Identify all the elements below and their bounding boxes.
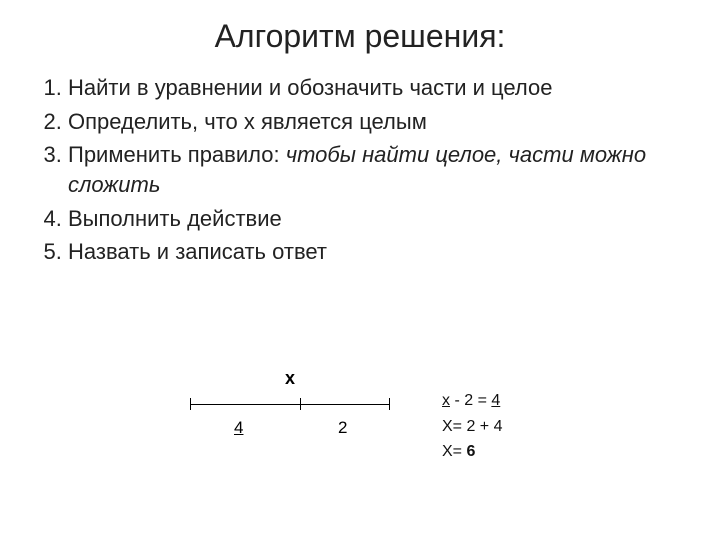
page-title: Алгоритм решения: (30, 18, 690, 55)
diagram-whole-label: х (190, 368, 390, 389)
eq1-mid: - 2 = (450, 392, 491, 409)
algorithm-list: Найти в уравнении и обозначить части и ц… (30, 73, 690, 267)
segment-tick-mid (300, 398, 301, 410)
diagram-part1-label: 4 (234, 418, 243, 438)
eq1-rhs: 4 (491, 392, 500, 409)
list-item: Найти в уравнении и обозначить части и ц… (68, 73, 690, 103)
eq3-result: 6 (466, 443, 475, 460)
equation-row-2: Х= 2 + 4 (442, 414, 503, 440)
segment-line (190, 398, 390, 399)
equations-block: х - 2 = 4 Х= 2 + 4 Х= 6 (442, 388, 503, 465)
eq3-prefix: Х= (442, 443, 466, 460)
list-item: Выполнить действие (68, 204, 690, 234)
diagram-part2-label: 2 (338, 418, 347, 438)
slide: Алгоритм решения: Найти в уравнении и об… (0, 0, 720, 540)
segment-tick-left (190, 398, 191, 410)
equation-row-3: Х= 6 (442, 439, 503, 465)
list-item: Определить, что х является целым (68, 107, 690, 137)
segment-hline (190, 404, 390, 405)
list-item-prefix: Применить правило: (68, 142, 286, 167)
segment-diagram: х 4 2 (190, 368, 390, 448)
eq1-lhs: х (442, 392, 450, 409)
equation-row-1: х - 2 = 4 (442, 388, 503, 414)
list-item: Применить правило: чтобы найти целое, ча… (68, 140, 690, 199)
list-item: Назвать и записать ответ (68, 237, 690, 267)
segment-tick-right (389, 398, 390, 410)
